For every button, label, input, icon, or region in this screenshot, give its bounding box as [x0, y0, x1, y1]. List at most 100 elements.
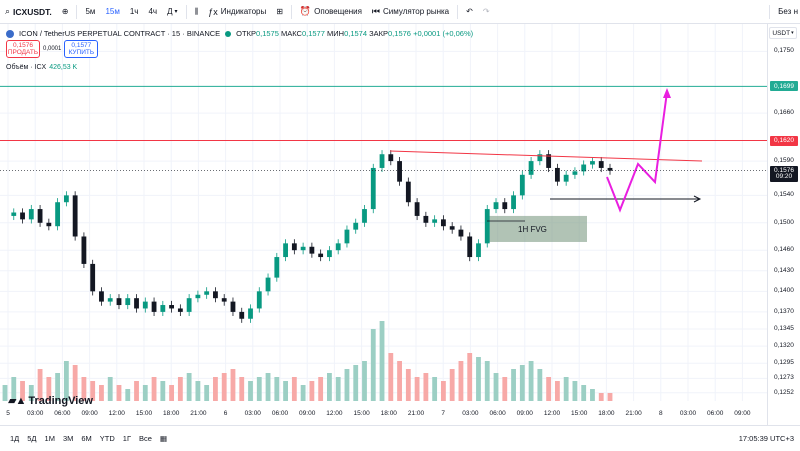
rewind-icon: ⏮ [371, 6, 381, 16]
chart-type-button[interactable]: ⫼ [190, 0, 204, 24]
undo-button[interactable]: ↶ [461, 0, 478, 24]
candle-body [55, 202, 61, 227]
horizontal-levels [0, 85, 767, 142]
replay-label: Симулятор рынка [383, 7, 450, 16]
alerts-label: Оповещения [314, 7, 362, 16]
price-axis-label: 0,1699 [770, 81, 798, 92]
candle-body [20, 212, 25, 220]
layout-name-label: Без н [778, 7, 798, 16]
interval-label: 1ч [129, 7, 139, 16]
price-tick-label: 0,1430 [774, 266, 794, 274]
arrow-head-ray [693, 195, 702, 203]
compare-button[interactable]: ⊕ [57, 0, 74, 24]
volume-bar [107, 377, 113, 401]
volume-bar [511, 369, 516, 401]
interval-1h[interactable]: 1ч [125, 0, 144, 24]
redo-icon: ↷ [482, 7, 490, 16]
volume-bar [177, 377, 183, 401]
candle-body [397, 161, 402, 182]
volume-bar [37, 369, 43, 401]
volume-bar [169, 385, 175, 401]
spread-value: 0,0001 [43, 46, 62, 52]
price-chart[interactable]: 1H FVG 5 03:00 06:00 09:00 12:00 15:00 18:00 21… [0, 24, 767, 425]
volume-bar [186, 373, 192, 401]
divider [76, 4, 78, 19]
indicators-button[interactable]: ƒx Индикаторы [203, 0, 271, 24]
candle-body [537, 154, 543, 162]
candle-body [414, 202, 420, 216]
interval-label: 5м [85, 7, 96, 16]
sell-label: ПРОДАТЬ [7, 49, 39, 56]
interval-5m[interactable]: 5м [80, 0, 100, 24]
price-tick-label: 0,1590 [774, 157, 794, 165]
range-6m[interactable]: 6М [81, 434, 92, 443]
volume-bar [90, 381, 96, 401]
candle-body [195, 294, 201, 299]
range-1d[interactable]: 1Д [10, 434, 20, 443]
volume-bar [440, 381, 446, 401]
chevron-down-icon: ▾ [791, 30, 794, 36]
alerts-button[interactable]: ⏰ Оповещения [295, 0, 367, 24]
volume-bar [230, 369, 236, 401]
candle-body [142, 301, 148, 309]
indicators-icon: ƒx [208, 6, 218, 17]
redo-button[interactable]: ↷ [478, 0, 495, 24]
volume-bar [28, 385, 34, 401]
range-5d[interactable]: 5Д [27, 434, 37, 443]
clock-label[interactable]: 17:05:39 UTC+3 [738, 434, 794, 443]
time-tick-label: 15:00 [353, 410, 370, 417]
time-tick-label: 21:00 [190, 410, 207, 417]
candle-body [607, 167, 613, 171]
candle-body [440, 219, 446, 227]
range-1y[interactable]: 1Г [122, 434, 132, 443]
currency-button[interactable]: USDT ▾ [769, 27, 797, 39]
range-all[interactable]: Все [139, 434, 152, 443]
volume-bar [414, 377, 420, 401]
sell-button[interactable]: 0,1576 ПРОДАТЬ [6, 40, 40, 58]
candle-body [134, 298, 139, 309]
date-range-button[interactable]: ▦ [156, 434, 171, 443]
candle-body [256, 291, 262, 309]
volume-bar [581, 385, 587, 401]
replay-button[interactable]: ⏮ Симулятор рынка [367, 0, 454, 24]
candle-body [283, 243, 288, 258]
time-tick-label: 18:00 [598, 410, 615, 417]
time-tick-label: 09:00 [517, 410, 534, 417]
interval-1d[interactable]: Д ▾ [162, 0, 182, 24]
candle-body [511, 195, 516, 210]
legend-title: ICON / TetherUS PERPETUAL CONTRACT · 15 … [19, 29, 221, 38]
layouts-button[interactable]: ⊞ [271, 0, 288, 24]
range-3m[interactable]: 3М [62, 434, 74, 443]
symbol-search[interactable]: ⌕ ICXUSDT. [0, 0, 57, 24]
range-1m[interactable]: 1М [44, 434, 55, 443]
volume-bar [204, 385, 210, 401]
volume-bar [598, 393, 604, 401]
volume-bar [590, 389, 595, 401]
candle-body [344, 229, 350, 244]
tradingview-logo-icon: ▰▲ [8, 395, 26, 407]
market-status-icon [225, 30, 232, 37]
volume-bar [546, 377, 552, 401]
candle-body [318, 253, 324, 258]
volume-bar [405, 369, 411, 401]
candle-body [370, 167, 376, 210]
volume-bar [195, 381, 201, 401]
volume-bar [300, 385, 306, 401]
volume-bar [493, 373, 499, 401]
range-ytd[interactable]: YTD [99, 434, 115, 443]
volume-bar [239, 377, 245, 401]
buy-button[interactable]: 0,1577 КУПИТЬ [64, 40, 99, 58]
candle-body [63, 195, 69, 203]
candle-body [274, 257, 280, 278]
layout-name-button[interactable]: Без н [773, 0, 800, 24]
interval-15m[interactable]: 15м [100, 0, 124, 24]
interval-4h[interactable]: 4ч [143, 0, 162, 24]
volume-bar [397, 361, 402, 401]
volume-bar [46, 377, 52, 401]
top-toolbar: ⌕ ICXUSDT. ⊕ 5м 15м 1ч 4ч Д ▾ ⫼ ƒx Индика… [0, 0, 800, 24]
volume-bar [2, 385, 8, 401]
candle-body [169, 305, 175, 309]
time-tick-label: 06:00 [54, 410, 71, 417]
close-label: ЗАКР [369, 29, 389, 38]
price-tick-label: 0,1370 [774, 307, 794, 315]
